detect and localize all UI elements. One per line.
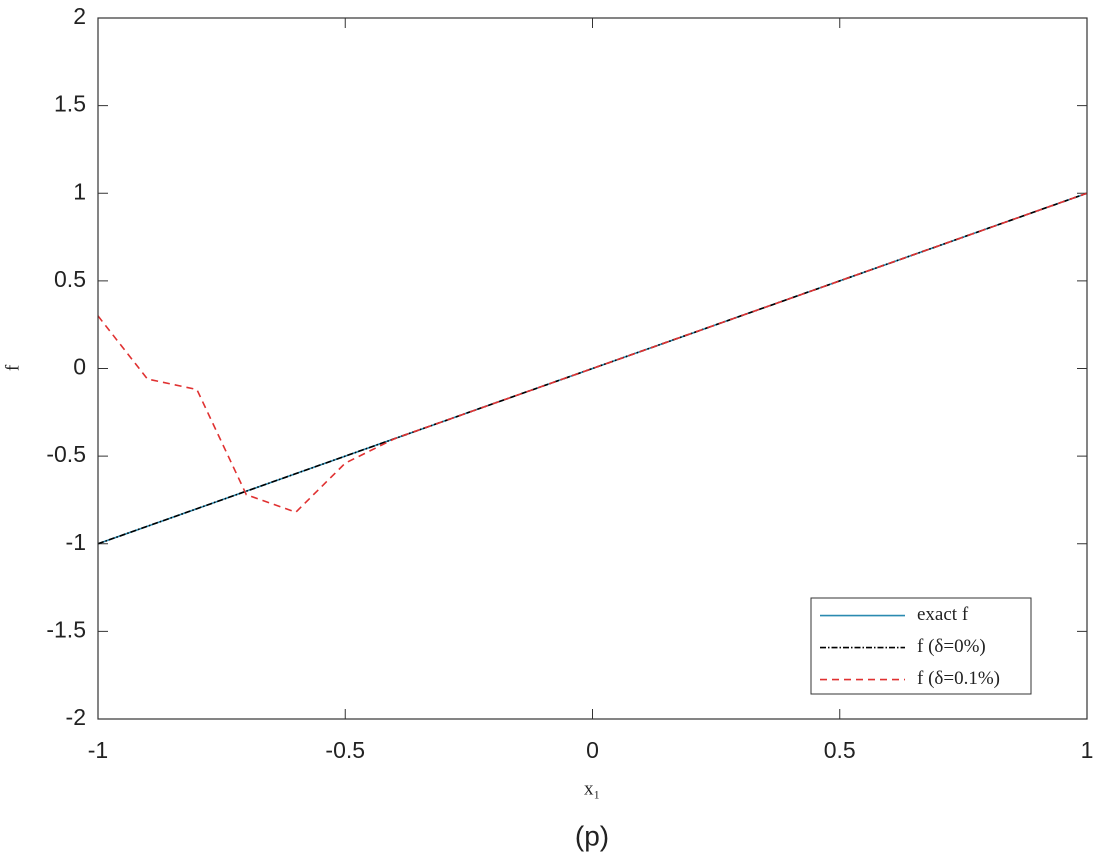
y-tick-label: 2 (73, 3, 86, 29)
y-tick-label: -0.5 (46, 441, 86, 467)
y-tick-label: -1.5 (46, 616, 86, 642)
legend-label: exact f (917, 604, 969, 625)
series-line (97, 192, 1088, 545)
y-tick-label: 1 (73, 178, 86, 204)
plot-frame (97, 17, 1088, 720)
y-tick-label: 0.5 (54, 266, 86, 292)
y-tick-label: 1.5 (54, 91, 86, 117)
x-tick-label: 0 (586, 737, 599, 763)
x-tick-label: -0.5 (325, 737, 365, 763)
y-tick-label: -2 (66, 704, 86, 730)
y-axis-label: f (2, 364, 23, 371)
caption: (p) (575, 820, 609, 851)
legend-label: f (δ=0%) (917, 636, 986, 657)
legend-box (810, 597, 1032, 695)
series-line (97, 192, 1088, 514)
y-tick-label: 0 (73, 354, 86, 380)
x-tick-label: 1 (1081, 737, 1094, 763)
x-tick-label: -1 (88, 737, 108, 763)
x-tick-label: 0.5 (824, 737, 856, 763)
legend-label: f (δ=0.1%) (917, 668, 1000, 689)
y-tick-label: -1 (66, 529, 86, 555)
x-axis-label: x₁ (584, 778, 600, 799)
